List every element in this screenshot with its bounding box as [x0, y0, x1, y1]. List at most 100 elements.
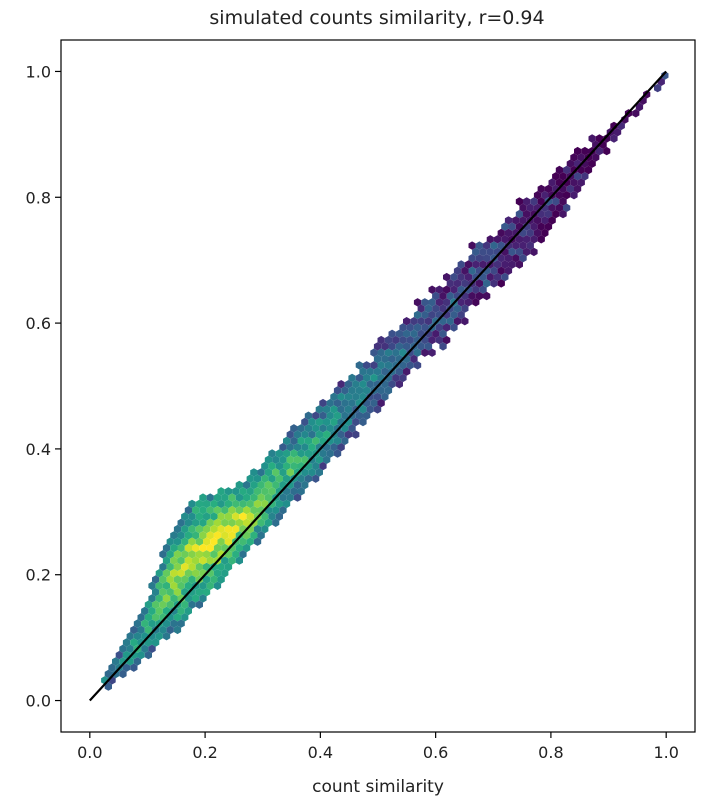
hexbin-cell: [144, 613, 152, 622]
hexbin-cell: [504, 266, 513, 275]
hexbin-cell: [377, 348, 385, 357]
hexbin-cell: [203, 537, 211, 546]
hexbin-cell: [115, 650, 123, 660]
hexbin-cell: [504, 228, 513, 238]
hexbin-cell: [206, 556, 214, 565]
hexbin-cell: [373, 380, 382, 389]
hexbin-cell: [341, 411, 349, 420]
hexbin-cell: [152, 575, 160, 584]
hexbin-cell: [141, 606, 149, 616]
hexbin-cell: [533, 216, 542, 225]
hexbin-cell: [472, 247, 480, 257]
hexbin-cell: [301, 443, 309, 452]
hexbin-cell: [457, 272, 465, 282]
hexbin-cell: [319, 398, 327, 408]
hexbin-cell: [210, 575, 218, 584]
hexbin-cell: [403, 329, 411, 338]
hexbin-cell: [173, 562, 182, 572]
hexbin-cell: [595, 146, 604, 156]
hexbin-cell: [443, 335, 451, 345]
hexbin-cell: [141, 644, 149, 653]
hexbin-cell: [530, 247, 538, 257]
hexbin-cell: [435, 323, 443, 332]
hexbin-cell: [399, 348, 407, 357]
hexbin-cell: [370, 361, 378, 370]
hexbin-cell: [377, 386, 385, 395]
hexbin-cell: [279, 506, 287, 515]
hexbin-cell: [403, 342, 411, 351]
hexbin-cell: [188, 562, 196, 572]
hexbin-cell: [355, 361, 363, 370]
hexbin-cell: [457, 260, 465, 269]
hexbin-cell: [217, 487, 225, 496]
hexbin-cell: [304, 411, 313, 420]
hexbin-cell: [213, 518, 222, 527]
hexbin-cell: [268, 512, 276, 521]
hexbin-cell: [108, 663, 116, 672]
hexbin-cell: [439, 291, 447, 301]
hexbin-cell: [319, 449, 327, 458]
hexbin-cell: [475, 291, 483, 301]
hexbin-cell: [319, 411, 327, 420]
hexbin-cell: [297, 474, 305, 483]
hexbin-cell: [359, 380, 367, 389]
hexbin-cell: [206, 581, 214, 590]
hexbin-cell: [184, 506, 192, 515]
hexbin-cell: [184, 518, 192, 527]
hexbin-cell: [333, 424, 342, 433]
hexbin-cell: [483, 241, 491, 250]
hexbin-cell: [428, 285, 436, 294]
hexbin-cell: [250, 480, 258, 490]
hexbin-cell: [283, 474, 291, 483]
hexbin-cell: [228, 556, 236, 565]
x-tick-label: 0.8: [538, 743, 563, 762]
hexbin-cell: [206, 493, 214, 502]
hexbin-cell: [493, 235, 502, 244]
hexbin-cell: [137, 625, 145, 635]
hexbin-cell: [283, 449, 291, 458]
hexbin-cell: [133, 619, 142, 628]
hexbin-cell: [483, 291, 491, 301]
hexbin-cell: [424, 304, 433, 313]
hexbin-cell: [304, 449, 313, 458]
hexbin-cell: [275, 487, 283, 496]
hexbin-cell: [170, 556, 178, 565]
hexbin-cell: [243, 493, 251, 502]
hexbin-cell: [373, 367, 382, 376]
hexbin-cell: [188, 600, 196, 609]
hexbin-cell: [366, 405, 374, 414]
hexbin-cell: [424, 317, 433, 326]
hexbin-cell: [137, 613, 145, 622]
hexbin-cell: [177, 556, 185, 565]
hexbin-cell: [232, 499, 240, 509]
hexbin-cell: [141, 619, 149, 628]
hexbin-cell: [508, 260, 516, 269]
hexbin-cell: [162, 632, 171, 641]
hexbin-cell: [519, 216, 527, 225]
hexbin-cell: [497, 228, 505, 238]
hexbin-cell: [232, 487, 240, 496]
hexbin-cell: [181, 524, 189, 534]
hexbin-cell: [152, 638, 160, 647]
hexbin-cell: [290, 487, 298, 496]
hexbin-cell: [195, 524, 203, 534]
hexbin-cell: [603, 146, 611, 156]
hexbin-cell: [122, 663, 131, 672]
hexbin-cell: [177, 581, 185, 590]
hexbin-cell: [199, 556, 207, 565]
hexbin-cell: [253, 474, 262, 483]
hexbin-cell: [239, 537, 247, 546]
hexbin-cell: [286, 455, 294, 464]
hexbin-cell: [239, 512, 247, 521]
hexbin-cell: [337, 380, 345, 389]
hexbin-cell: [337, 443, 345, 452]
hexbin-cell: [213, 531, 222, 540]
hexbin-cell: [399, 373, 407, 383]
hexbin-cell: [239, 487, 247, 496]
hexbin-cell: [366, 392, 374, 401]
hexbin-cell: [428, 310, 436, 320]
hexbin-cell: [450, 285, 458, 294]
hexbin-cell: [468, 266, 476, 275]
hexbin-cell: [654, 83, 662, 93]
hexbin-cell: [228, 506, 236, 515]
